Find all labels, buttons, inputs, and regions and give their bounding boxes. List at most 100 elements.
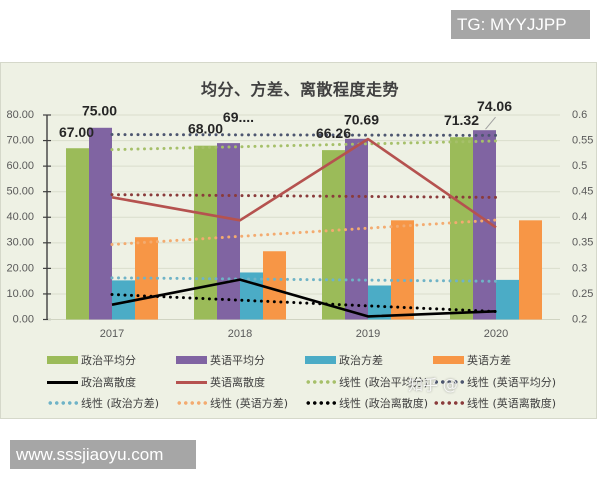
legend-label: 政治平均分 (81, 354, 136, 367)
trendline (110, 133, 498, 137)
swatch-bar (176, 356, 207, 364)
y-right-tick-label: 0.45 (572, 186, 593, 198)
legend-label: 政治离散度 (81, 376, 136, 389)
legend-item-trend-politics-avg: 线性 (政治平均分) (305, 374, 428, 390)
swatch-bar (47, 356, 78, 364)
data-label: 69.... (223, 109, 254, 125)
y-left-tick-label: 0.00 (13, 313, 34, 325)
legend-label: 线性 (英语方差) (210, 397, 289, 410)
data-label: 68.00 (188, 120, 223, 136)
trendline (110, 139, 498, 152)
swatch-bar (305, 356, 336, 364)
y-right-tick-label: 0.5 (572, 160, 587, 172)
legend-item-trend-english-variance: 线性 (英语方差) (176, 395, 288, 411)
bar (322, 150, 345, 320)
legend-item-trend-politics-dispersion: 线性 (政治离散度) (305, 395, 428, 411)
data-label: 66.26 (316, 125, 351, 141)
bar (473, 130, 496, 320)
legend-label: 线性 (英语平均分) (467, 376, 557, 389)
watermark-bottom-left: www.sssjiaoyu.com (10, 440, 196, 469)
legend-swatch-bar-icon (433, 355, 464, 365)
bar (519, 220, 542, 320)
line-series (111, 137, 497, 229)
data-label: 70.69 (344, 112, 379, 128)
bar (345, 138, 368, 320)
legend-item-trend-english-dispersion: 线性 (英语离散度) (433, 395, 556, 411)
legend-swatch-bar-icon (305, 355, 336, 365)
x-category-label: 2018 (228, 328, 252, 340)
legend-swatch-dotted-icon (305, 377, 336, 387)
y-left-tick-label: 80.00 (6, 109, 34, 121)
legend-item-english-variance: 英语方差 (433, 352, 511, 368)
legend-swatch-bar-icon (176, 355, 207, 365)
legend-swatch-dotted-icon (433, 398, 464, 408)
legend-swatch-dotted-icon (176, 398, 207, 408)
legend-swatch-dotted-icon (433, 377, 464, 387)
legend-swatch-bar-icon (47, 355, 78, 365)
y-right-tick-label: 0.35 (572, 237, 593, 249)
bar (391, 220, 414, 320)
legend-label: 英语方差 (467, 354, 511, 367)
y-right-tick-label: 0.3 (572, 262, 587, 274)
legend-item-trend-english-avg: 线性 (英语平均分) (433, 374, 556, 390)
bar (217, 143, 240, 320)
data-label: 74.06 (477, 98, 512, 114)
swatch-dots (433, 401, 464, 405)
legend-label: 线性 (英语离散度) (467, 397, 557, 410)
legend-label: 线性 (政治平均分) (339, 376, 429, 389)
legend-item-politics-variance: 政治方差 (305, 352, 383, 368)
legend-swatch-line-icon (176, 377, 207, 387)
y-left-tick-label: 70.00 (6, 134, 34, 146)
trendline (110, 193, 498, 199)
x-category-label: 2019 (356, 328, 380, 340)
swatch-dots (305, 380, 336, 384)
data-label-leader-line (485, 116, 496, 130)
y-left-tick-label: 50.00 (6, 186, 34, 198)
legend-label: 英语平均分 (210, 354, 265, 367)
y-left-tick-label: 30.00 (6, 237, 34, 249)
swatch-dots (433, 380, 464, 384)
y-left-tick-label: 20.00 (6, 262, 34, 274)
data-label: 67.00 (59, 124, 94, 140)
legend-label: 线性 (政治方差) (81, 397, 160, 410)
y-right-tick-label: 0.25 (572, 288, 593, 300)
y-left-tick-label: 40.00 (6, 211, 34, 223)
swatch-dots (47, 401, 78, 405)
x-category-label: 2017 (100, 328, 124, 340)
x-category-label: 2020 (484, 328, 508, 340)
bar (194, 145, 217, 320)
swatch-line (176, 381, 207, 384)
legend-swatch-line-icon (47, 377, 78, 387)
legend-swatch-dotted-icon (305, 398, 336, 408)
legend-item-politics-dispersion: 政治离散度 (47, 374, 136, 390)
trendline (110, 292, 498, 314)
y-right-tick-label: 0.6 (572, 109, 587, 121)
legend-label: 英语离散度 (210, 376, 265, 389)
swatch-bar (433, 356, 464, 364)
legend-item-english-avg: 英语平均分 (176, 352, 265, 368)
legend-item-english-dispersion: 英语离散度 (176, 374, 265, 390)
y-right-tick-label: 0.4 (572, 211, 587, 223)
data-label: 75.00 (82, 102, 117, 118)
swatch-dots (176, 401, 207, 405)
bar (450, 137, 473, 320)
bar (263, 251, 286, 320)
bar (112, 280, 135, 320)
y-right-tick-label: 0.2 (572, 313, 587, 325)
chart-title: 均分、方差、离散程度走势 (200, 80, 399, 99)
bar (496, 279, 519, 320)
legend-swatch-dotted-icon (47, 398, 78, 408)
watermark-top-right: TG: MYYJJPP (451, 10, 590, 39)
trendline (110, 276, 498, 283)
line-series (111, 278, 497, 318)
bar (368, 285, 391, 320)
legend-item-politics-avg: 政治平均分 (47, 352, 136, 368)
trendline (110, 218, 498, 246)
y-left-tick-label: 60.00 (6, 160, 34, 172)
bar (66, 148, 89, 320)
swatch-dots (305, 401, 336, 405)
y-right-tick-label: 0.55 (572, 134, 593, 146)
legend-label: 线性 (政治离散度) (339, 397, 429, 410)
bar (89, 127, 112, 320)
